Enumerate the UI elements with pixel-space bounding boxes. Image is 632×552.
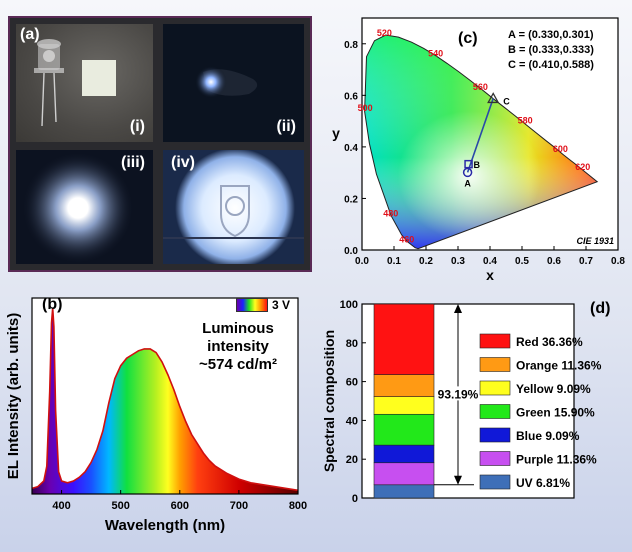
x-axis-label: x	[486, 267, 494, 283]
y-tick-label: 0.8	[344, 40, 358, 51]
legend-entry: Blue 9.09%	[516, 429, 580, 443]
panel-b-label: (b)	[42, 296, 62, 314]
wavelength-label: 460	[399, 234, 414, 244]
bar-segment	[374, 414, 434, 445]
spectrum-legend: 3 V	[236, 298, 290, 312]
photo-i: (a) (i)	[16, 24, 153, 142]
y-tick-label: 0.6	[344, 91, 358, 102]
luminous-value: ~574 cd/m²	[170, 356, 306, 374]
legend-entry: Green 15.90%	[516, 406, 595, 420]
legend-point-a: A = (0.330,0.301)	[508, 28, 594, 43]
wavelength-label: 600	[553, 144, 568, 154]
subpanel-label: (ii)	[276, 118, 296, 136]
panel-a: (a) (i) (ii)	[8, 16, 312, 272]
bar-segment	[374, 375, 434, 397]
legend-swatch	[480, 475, 510, 489]
point-label: C	[503, 96, 510, 106]
x-tick-label: 0.3	[451, 256, 465, 267]
legend-swatch	[480, 358, 510, 372]
bar-segment	[374, 463, 434, 485]
x-axis-label: Wavelength (nm)	[105, 517, 225, 534]
point-label: A	[464, 178, 471, 188]
spectral-composition-chart: 0 20 40 60 80 100 Spectral composition 93.19% Re…	[318, 290, 632, 552]
wavelength-label: 560	[473, 82, 488, 92]
subpanel-label: (i)	[130, 118, 145, 136]
x-tick-label: 0.0	[355, 256, 369, 267]
y-tick-label: 60	[346, 377, 358, 389]
y-tick-label: 80	[346, 338, 358, 350]
legend-point-c: C = (0.410,0.588)	[508, 58, 594, 73]
subpanel-label: (iii)	[121, 154, 145, 172]
wavelength-label: 580	[518, 116, 533, 126]
legend-point-b: B = (0.333,0.333)	[508, 43, 594, 58]
panel-c-label: (c)	[458, 30, 478, 48]
y-axis-label: Spectral composition	[321, 330, 337, 472]
legend-entry: Orange 11.36%	[516, 359, 602, 373]
luminous-annotation: Luminous intensity ~574 cd/m²	[170, 320, 306, 374]
point-label: B	[474, 160, 481, 170]
photo-iv: (iv)	[163, 150, 304, 264]
x-tick-label: 600	[171, 500, 189, 512]
x-tick-label: 500	[111, 500, 129, 512]
x-tick-label: 0.5	[515, 256, 529, 267]
panel-a-label: (a)	[20, 26, 40, 44]
wavelength-label: 500	[358, 103, 373, 113]
photo-ii: (ii)	[163, 24, 304, 142]
y-tick-label: 20	[346, 454, 358, 466]
percentage-annotation: 93.19%	[438, 387, 479, 401]
x-tick-label: 0.6	[547, 256, 561, 267]
bar-segment	[374, 485, 434, 498]
x-tick-label: 0.2	[419, 256, 433, 267]
legend-entry: Red 36.36%	[516, 335, 583, 349]
legend-swatch	[480, 428, 510, 442]
x-tick-label: 700	[230, 500, 248, 512]
wavelength-label: 520	[377, 28, 392, 38]
y-tick-label: 40	[346, 415, 358, 427]
y-tick-label: 0	[352, 493, 358, 505]
y-tick-label: 0.4	[344, 143, 358, 154]
legend-entry: UV 6.81%	[516, 476, 570, 490]
legend-swatch	[480, 452, 510, 466]
wavelength-label: 540	[428, 49, 443, 59]
wavelength-label: 620	[575, 162, 590, 172]
y-axis-label: y	[332, 125, 340, 141]
cie-legend: A = (0.330,0.301) B = (0.333,0.333) C = …	[508, 28, 594, 73]
subpanel-label: (iv)	[171, 154, 195, 172]
x-tick-label: 0.8	[611, 256, 625, 267]
y-tick-label: 100	[340, 299, 358, 311]
bar-segment	[374, 304, 434, 375]
panel-d-label: (d)	[590, 300, 610, 318]
x-tick-label: 400	[52, 500, 70, 512]
bar-segment	[374, 397, 434, 415]
x-tick-label: 0.4	[483, 256, 497, 267]
y-axis-label: EL Intensity (arb. units)	[5, 313, 22, 479]
legend-swatch	[480, 334, 510, 348]
x-tick-label: 800	[289, 500, 307, 512]
photo-iii: (iii)	[16, 150, 153, 264]
legend-voltage: 3 V	[272, 298, 290, 312]
legend-entry: Purple 11.36%	[516, 453, 597, 467]
legend-swatch	[480, 381, 510, 395]
luminous-title: Luminous intensity	[170, 320, 306, 356]
legend-entry: Yellow 9.09%	[516, 382, 591, 396]
x-tick-label: 0.1	[387, 256, 401, 267]
y-tick-label: 0.2	[344, 194, 358, 205]
legend-swatch	[480, 405, 510, 419]
bar-segment	[374, 445, 434, 463]
y-tick-label: 0.0	[344, 246, 358, 257]
cie-title: CIE 1931	[576, 236, 614, 246]
x-tick-label: 0.7	[579, 256, 593, 267]
wavelength-label: 480	[383, 208, 398, 218]
rainbow-swatch-icon	[236, 298, 268, 312]
